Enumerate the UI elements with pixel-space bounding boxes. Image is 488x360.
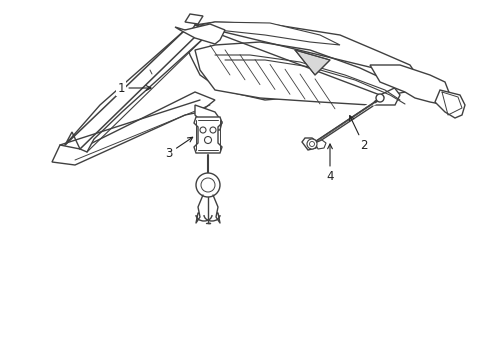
Circle shape bbox=[201, 178, 215, 192]
Text: 3: 3 bbox=[165, 137, 192, 159]
Circle shape bbox=[309, 141, 314, 147]
Polygon shape bbox=[308, 100, 376, 147]
Polygon shape bbox=[194, 117, 222, 153]
Polygon shape bbox=[184, 22, 419, 100]
Polygon shape bbox=[369, 65, 449, 105]
Polygon shape bbox=[195, 42, 399, 105]
Text: 4: 4 bbox=[325, 144, 333, 183]
Circle shape bbox=[375, 94, 383, 102]
Text: 2: 2 bbox=[349, 116, 367, 152]
Circle shape bbox=[209, 127, 216, 133]
Polygon shape bbox=[175, 24, 224, 44]
Circle shape bbox=[200, 127, 205, 133]
Polygon shape bbox=[302, 138, 317, 150]
Circle shape bbox=[306, 139, 316, 149]
Text: 1: 1 bbox=[117, 81, 151, 95]
Polygon shape bbox=[52, 92, 215, 165]
Polygon shape bbox=[184, 14, 203, 24]
Polygon shape bbox=[294, 50, 329, 75]
Polygon shape bbox=[434, 90, 464, 118]
Polygon shape bbox=[195, 105, 222, 130]
Polygon shape bbox=[65, 30, 204, 152]
Circle shape bbox=[196, 173, 220, 197]
Circle shape bbox=[204, 136, 211, 144]
Polygon shape bbox=[314, 140, 325, 149]
Polygon shape bbox=[200, 22, 339, 45]
